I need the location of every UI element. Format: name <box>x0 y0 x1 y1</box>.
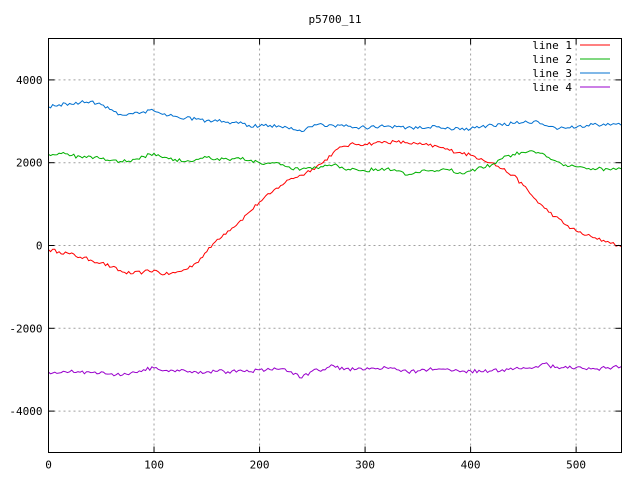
series-line-3 <box>48 100 622 133</box>
series-line-1 <box>48 139 622 276</box>
y-tick-label: 2000 <box>16 157 43 170</box>
y-tick-label: 0 <box>36 240 43 253</box>
chart-title: p5700_11 <box>309 13 362 26</box>
legend-label: line 1 <box>532 39 572 52</box>
axes: 0 100 200 300 400 500 -4000 -2000 0 2000 4000 <box>9 38 622 472</box>
x-tick-label: 300 <box>355 459 375 472</box>
y-tick-label: -4000 <box>9 405 42 418</box>
x-tick-label: 100 <box>144 459 164 472</box>
y-tick-label: -2000 <box>9 322 42 335</box>
x-tick-label: 200 <box>250 459 270 472</box>
grid-lines <box>48 38 622 453</box>
series-line-2 <box>48 150 622 176</box>
y-tick-label: 4000 <box>16 74 43 87</box>
x-tick-label: 500 <box>566 459 586 472</box>
series-line-4 <box>48 362 622 379</box>
legend-label: line 4 <box>532 81 572 94</box>
x-tick-label: 0 <box>45 459 52 472</box>
plot-frame <box>48 38 622 453</box>
series-lines <box>48 100 622 379</box>
x-tick-label: 400 <box>461 459 481 472</box>
legend-label: line 3 <box>532 67 572 80</box>
legend-label: line 2 <box>532 53 572 66</box>
